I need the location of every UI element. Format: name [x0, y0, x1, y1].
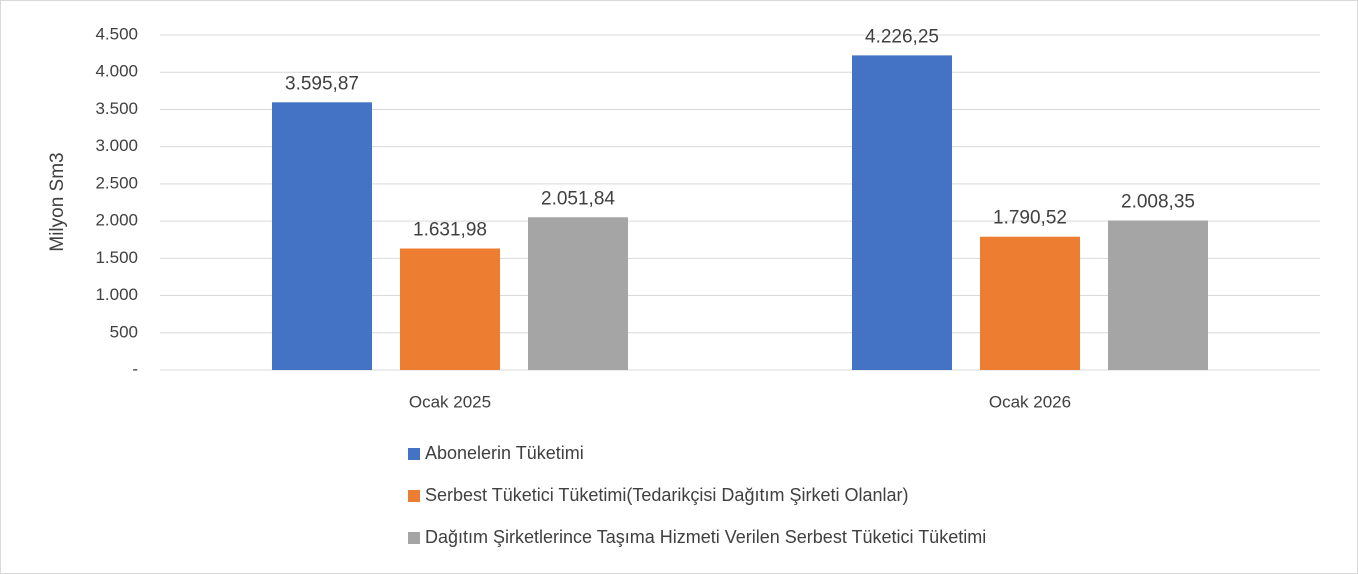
- y-tick-label: 3.500: [95, 99, 138, 118]
- bar: [400, 248, 500, 370]
- legend-swatch: [408, 532, 420, 544]
- bar: [852, 55, 952, 371]
- x-tick-label: Ocak 2025: [409, 392, 491, 411]
- y-tick-label: 500: [110, 322, 138, 341]
- data-label: 3.595,87: [285, 73, 359, 94]
- y-tick-label: 1.000: [95, 285, 138, 304]
- data-label: 2.008,35: [1121, 192, 1195, 213]
- bar: [980, 236, 1080, 370]
- x-tick-label: Ocak 2026: [989, 392, 1071, 411]
- data-label: 2.051,84: [541, 188, 615, 209]
- data-label: 4.226,25: [865, 26, 939, 47]
- y-tick-label: 4.000: [95, 62, 138, 81]
- legend-label: Abonelerin Tüketimi: [425, 443, 584, 463]
- data-label: 1.631,98: [413, 220, 487, 241]
- legend-swatch: [408, 490, 420, 502]
- legend-label: Serbest Tüketici Tüketimi(Tedarikçisi Da…: [425, 485, 908, 505]
- data-label: 1.790,52: [993, 208, 1067, 229]
- y-tick-label: 2.000: [95, 211, 138, 230]
- legend-label: Dağıtım Şirketlerince Taşıma Hizmeti Ver…: [425, 527, 986, 547]
- legend-swatch: [408, 448, 420, 460]
- y-axis-label: Milyon Sm3: [47, 152, 68, 251]
- y-tick-label: 4.500: [95, 24, 138, 43]
- y-tick-label: 3.000: [95, 136, 138, 155]
- bar: [272, 102, 372, 370]
- y-tick-label: 1.500: [95, 248, 138, 267]
- y-tick-label: -: [132, 359, 138, 378]
- bar: [1108, 220, 1208, 370]
- y-tick-label: 2.500: [95, 173, 138, 192]
- bar: [528, 217, 628, 370]
